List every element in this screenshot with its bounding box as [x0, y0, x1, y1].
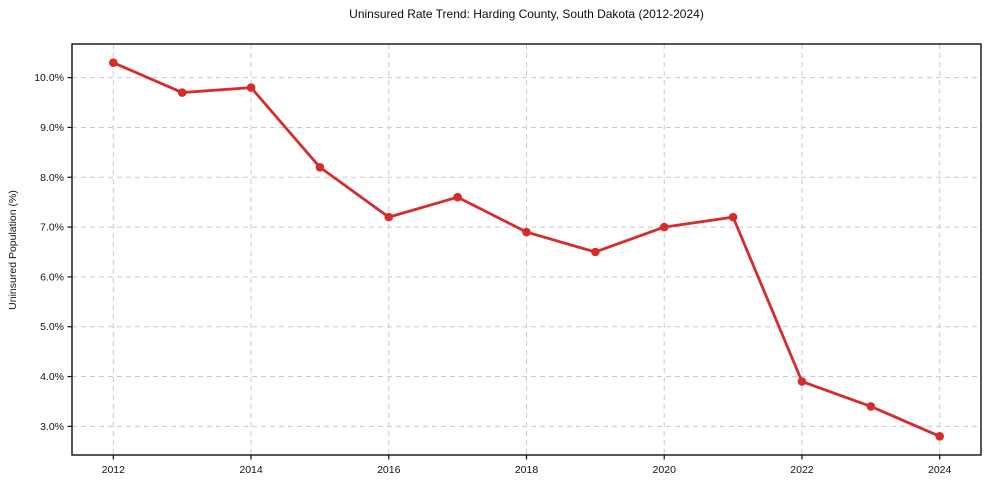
x-tick-label: 2016 — [377, 464, 401, 476]
data-point — [315, 163, 325, 172]
x-tick-label: 2020 — [653, 464, 677, 476]
x-tick-label: 2018 — [515, 464, 539, 476]
plot-border — [71, 43, 982, 456]
x-tick-label: 2014 — [239, 464, 263, 476]
data-point — [866, 402, 876, 411]
y-tick-label: 9.0% — [40, 122, 64, 134]
data-point — [797, 377, 807, 386]
chart-title: Uninsured Rate Trend: Harding County, So… — [349, 7, 704, 21]
data-point — [522, 227, 531, 237]
data-point — [659, 222, 669, 232]
y-tick-label: 10.0% — [34, 72, 64, 84]
data-point — [935, 432, 944, 441]
y-tick-label: 7.0% — [40, 222, 64, 234]
x-tick-label: 2012 — [102, 464, 126, 476]
x-tick-label: 2022 — [790, 464, 814, 476]
data-point — [728, 212, 738, 222]
y-tick-label: 3.0% — [40, 421, 64, 433]
y-tick-label: 4.0% — [40, 371, 64, 383]
data-point — [453, 192, 462, 202]
y-tick-label: 5.0% — [40, 321, 64, 333]
data-point — [109, 58, 118, 67]
data-point — [246, 83, 256, 92]
data-point — [177, 88, 187, 97]
data-point — [384, 212, 394, 222]
data-point — [591, 247, 600, 257]
y-tick-label: 8.0% — [40, 172, 64, 184]
y-tick-label: 6.0% — [40, 271, 64, 283]
x-tick-label: 2024 — [928, 464, 952, 476]
y-axis-label: Uninsured Population (%) — [7, 190, 19, 310]
